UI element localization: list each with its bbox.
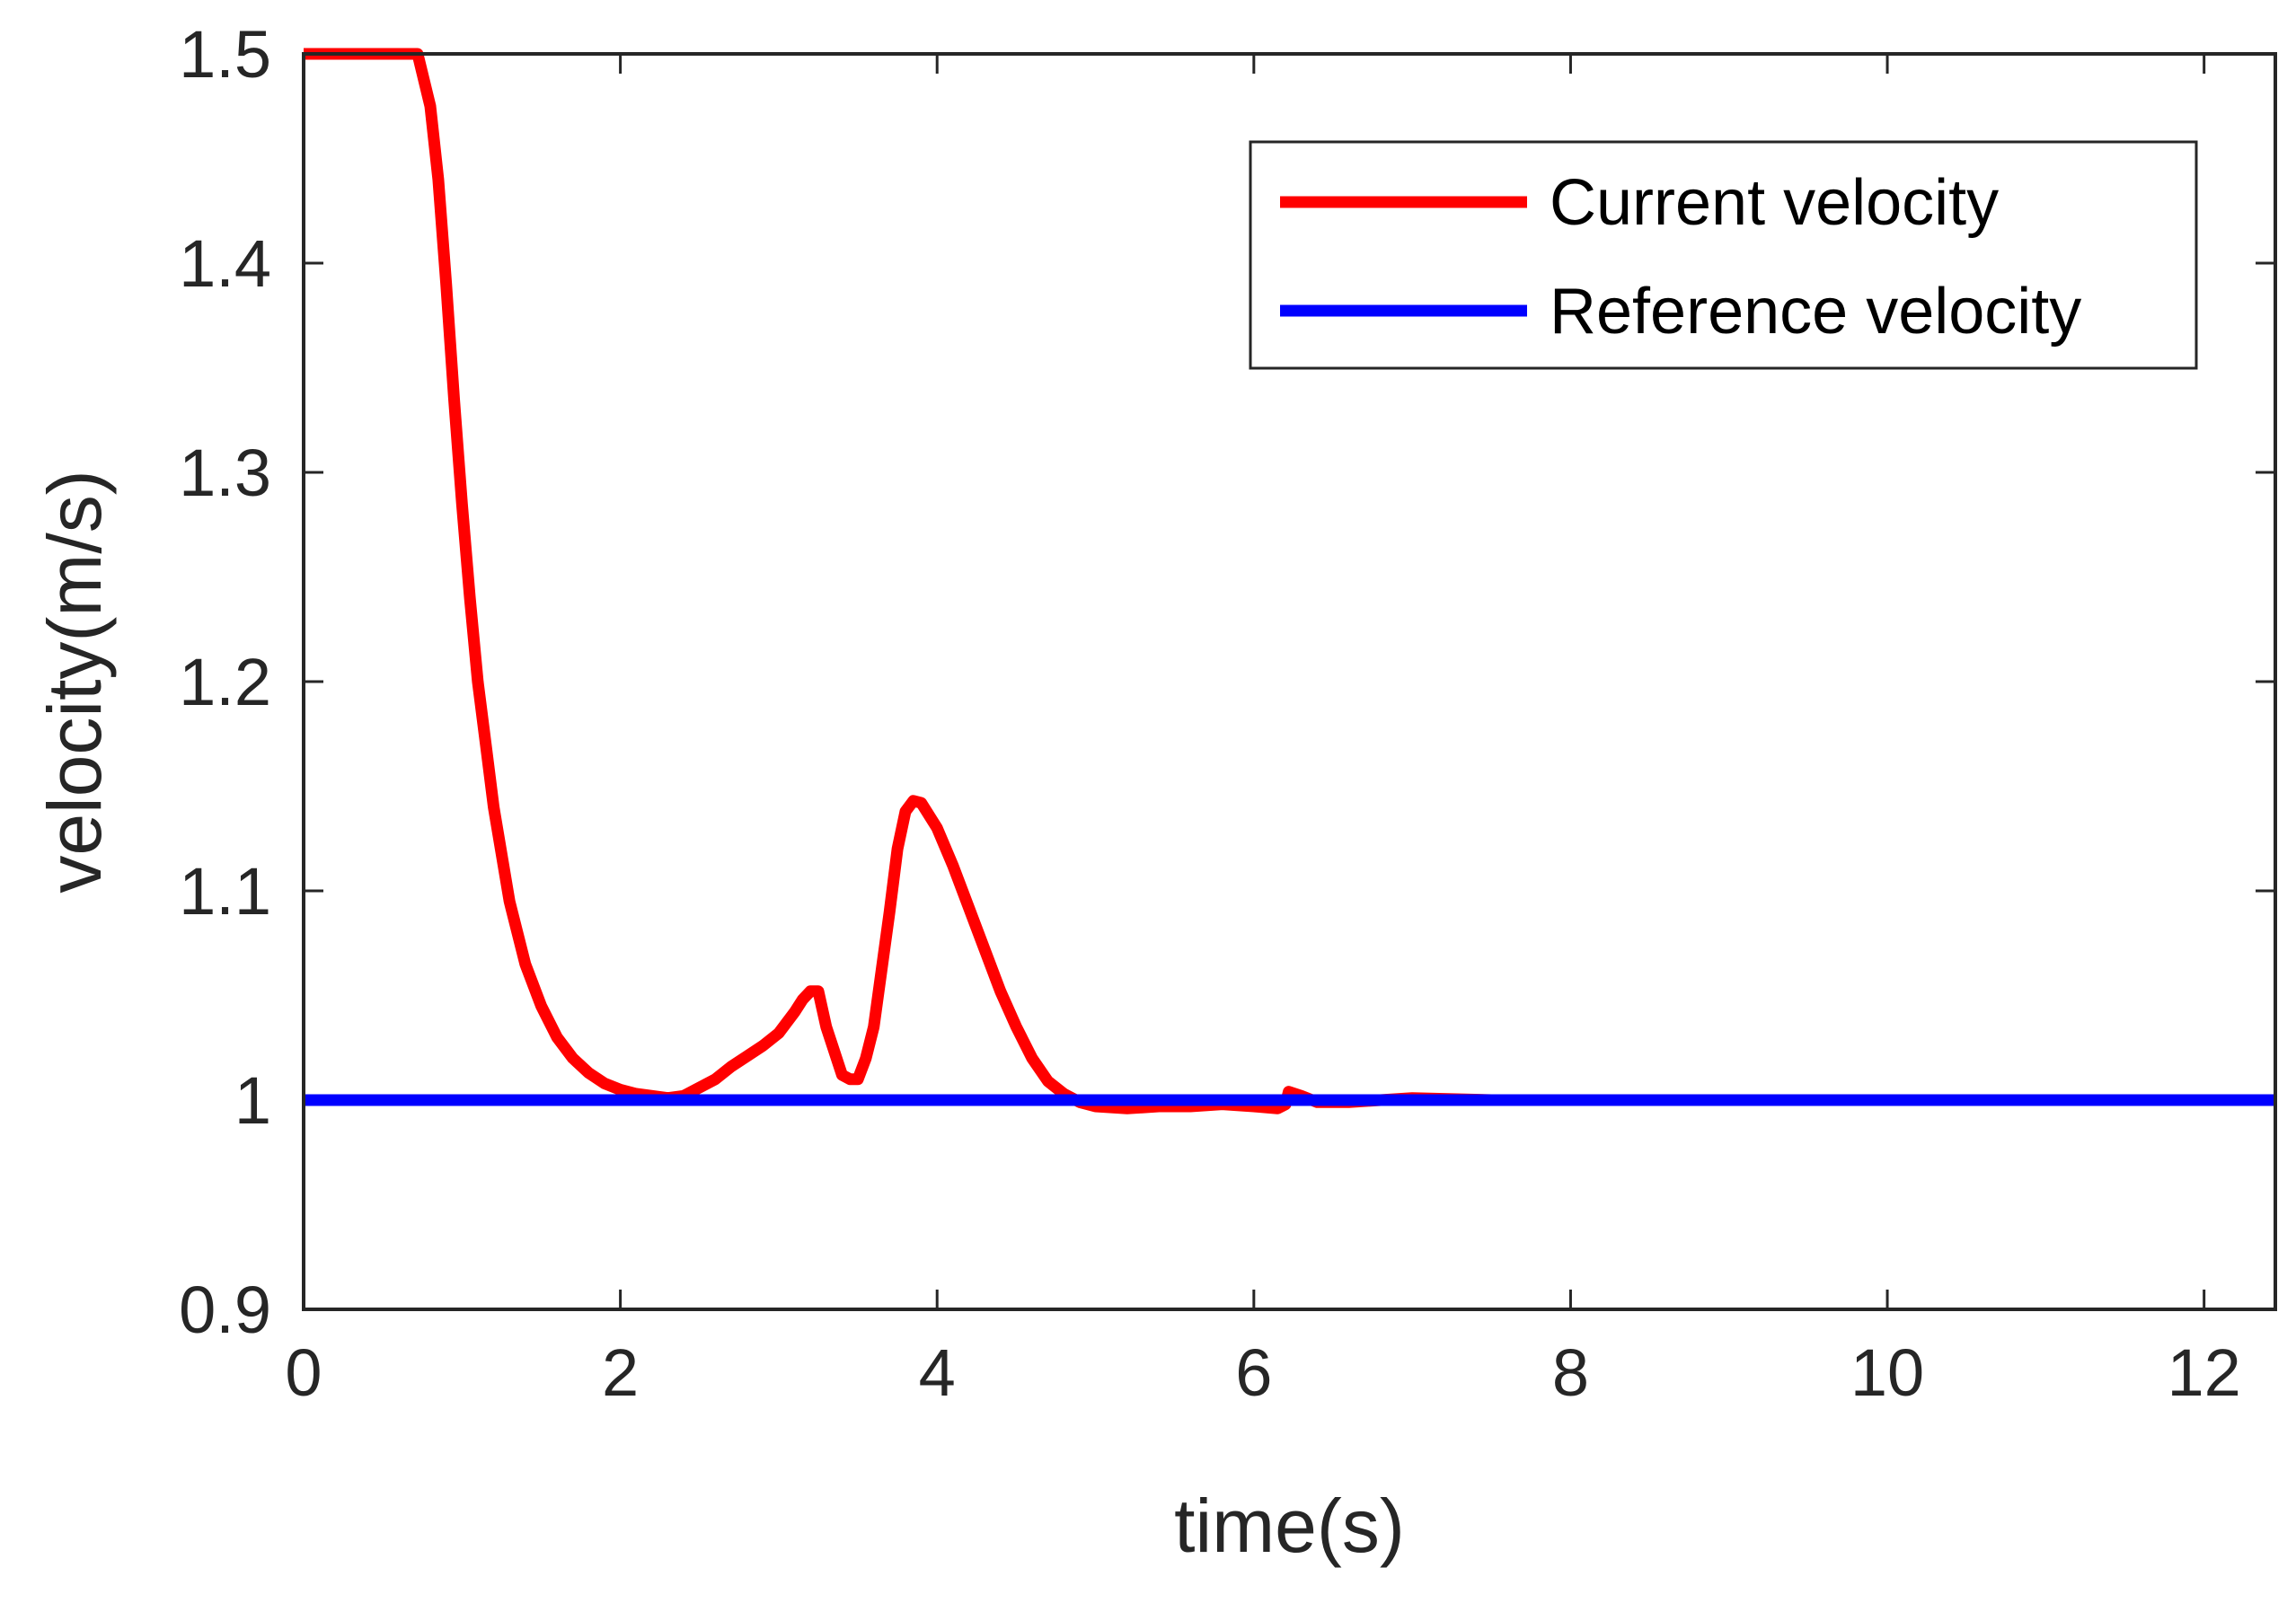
x-tick-label: 8	[1552, 1335, 1589, 1410]
legend: Current velocity Reference velocity	[1249, 140, 2198, 370]
legend-label-current-velocity: Current velocity	[1550, 167, 1999, 239]
x-tick-label: 0	[285, 1335, 322, 1410]
legend-label-reference-velocity: Reference velocity	[1550, 276, 2081, 348]
x-tick-label: 10	[1850, 1335, 1924, 1410]
legend-box	[1249, 140, 2198, 370]
x-tick-label: 6	[1235, 1335, 1272, 1410]
y-tick-label: 1.4	[179, 226, 271, 301]
series-layer	[304, 48, 2275, 1114]
tick-layer: 0 2 4 6 8 10 12 0.9 1 1.1 1.2 1.3 1.4 1.5	[179, 17, 2275, 1410]
x-axis-title: time(s)	[1174, 1484, 1405, 1568]
y-axis-title: velocity(m/s)	[32, 470, 117, 893]
plot-frame	[302, 52, 2277, 1311]
y-tick-label: 1	[234, 1063, 271, 1138]
x-tick-label: 2	[602, 1335, 639, 1410]
y-tick-label: 1.2	[179, 645, 271, 719]
x-tick-label: 4	[919, 1335, 956, 1410]
y-tick-label: 0.9	[179, 1273, 271, 1347]
x-tick-label: 12	[2168, 1335, 2241, 1410]
y-tick-label: 1.5	[179, 17, 271, 92]
y-tick-label: 1.1	[179, 854, 271, 929]
y-tick-label: 1.3	[179, 436, 271, 510]
